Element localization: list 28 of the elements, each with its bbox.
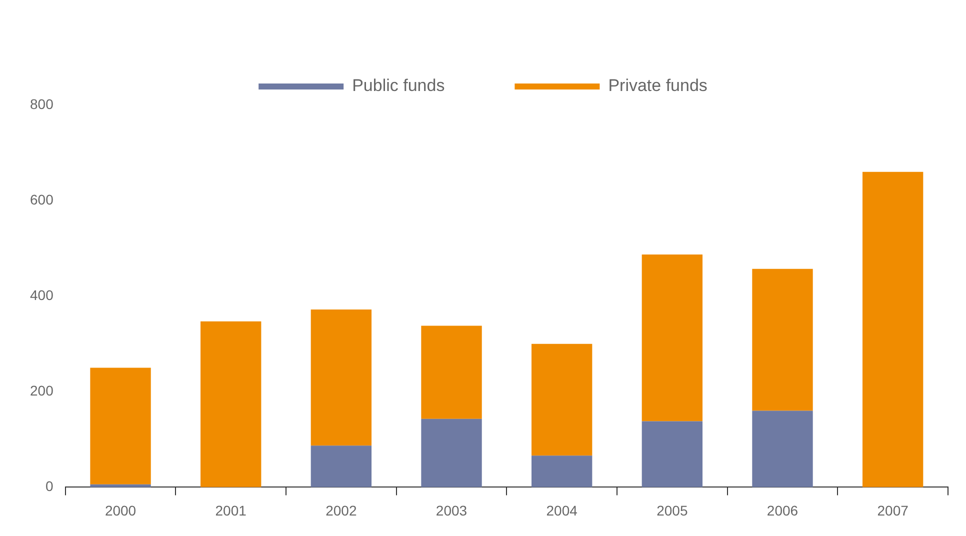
bar (532, 456, 592, 488)
x-tick-label: 2002 (326, 502, 357, 518)
x-tick-label: 2005 (656, 502, 688, 518)
legend-label: Public funds (352, 76, 445, 96)
y-tick-label: 800 (30, 96, 54, 112)
x-tick-label: 2001 (215, 502, 247, 518)
x-tick-label: 2003 (436, 502, 468, 518)
x-tick-label: 2006 (766, 502, 798, 518)
legend-label: Private funds (608, 76, 708, 96)
y-tick-label: 200 (30, 382, 54, 399)
y-tick-label: 400 (30, 286, 54, 303)
bar (752, 268, 813, 411)
y-tick-label: 600 (30, 191, 54, 208)
bar (200, 321, 262, 488)
bar (752, 410, 813, 488)
bar (642, 254, 703, 422)
x-tick-label: 2007 (877, 502, 909, 518)
bar (90, 368, 151, 484)
bar (642, 421, 703, 488)
bar (421, 326, 482, 419)
x-tick-label: 2000 (104, 502, 136, 518)
bar (310, 309, 372, 446)
x-tick-label: 2004 (546, 502, 578, 518)
bar (532, 344, 592, 456)
bar (421, 418, 482, 488)
y-tick-label: 0 (46, 478, 54, 494)
bar (310, 446, 372, 488)
bar (862, 172, 924, 488)
